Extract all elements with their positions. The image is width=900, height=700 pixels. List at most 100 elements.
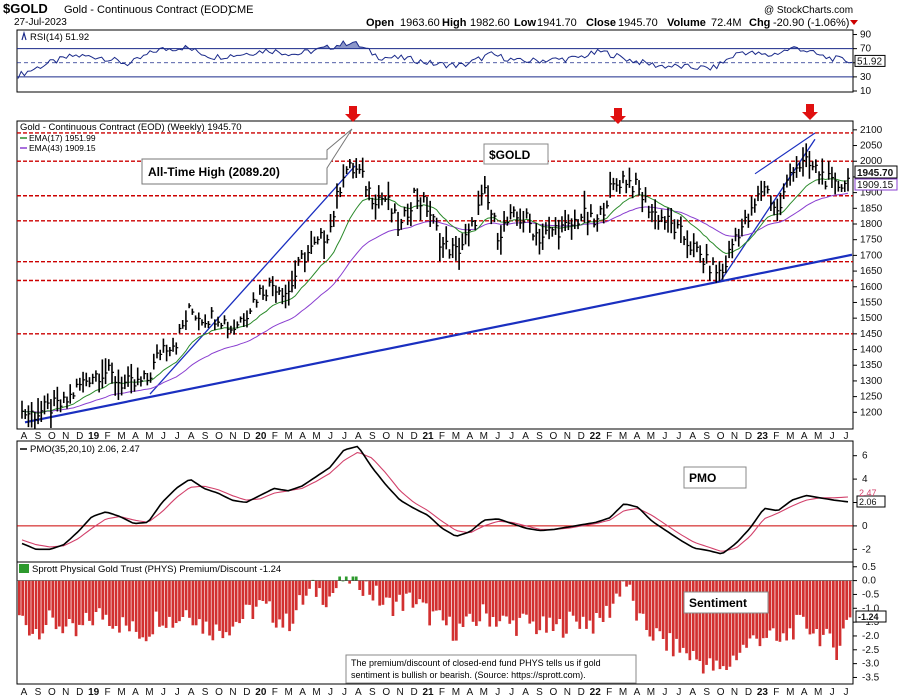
- sentiment-bar-negative: [511, 580, 515, 621]
- sentiment-bar-negative: [501, 580, 505, 616]
- sentiment-bar-negative: [458, 580, 462, 624]
- sentiment-bar-negative: [78, 580, 81, 625]
- x-tick-label: O: [215, 431, 223, 442]
- sentiment-bar-negative: [101, 580, 105, 620]
- sentiment-bar-negative: [44, 580, 48, 625]
- sentiment-bar-negative: [144, 580, 148, 642]
- x-tick-label: A: [355, 687, 362, 698]
- sentiment-bar-negative: [174, 580, 178, 623]
- sentiment-bar-negative: [348, 580, 351, 584]
- sentiment-bar-negative: [368, 580, 371, 595]
- sentiment-bar-negative: [111, 580, 115, 629]
- sentiment-bar-negative: [58, 580, 61, 627]
- x-tick-label: J: [676, 687, 681, 698]
- sentiment-bar-negative: [555, 580, 558, 625]
- sentiment-bar-negative: [418, 580, 421, 600]
- sentiment-bar-negative: [231, 580, 235, 627]
- x-tick-label: D: [243, 687, 250, 698]
- sentiment-bar-negative: [401, 580, 405, 611]
- sentiment-bar-negative: [248, 580, 251, 605]
- x-tick-label: A: [466, 431, 473, 442]
- sentiment-bar-negative: [822, 580, 825, 635]
- sentiment-bar-negative: [258, 580, 261, 601]
- sentiment-bar-negative: [615, 580, 618, 594]
- sentiment-bar-negative: [441, 580, 445, 621]
- sentiment-bar-positive: [311, 579, 315, 581]
- sentiment-bar-negative: [845, 580, 848, 620]
- x-tick-label: J: [676, 431, 681, 442]
- sentiment-bar-negative: [455, 580, 458, 641]
- x-tick-label: N: [62, 687, 69, 698]
- x-tick-label: O: [717, 687, 725, 698]
- all-time-high-callout: [141, 128, 353, 185]
- x-tick-label: J: [662, 431, 667, 442]
- sentiment-bar-negative: [671, 580, 675, 657]
- high-label: High: [442, 17, 467, 29]
- x-tick-label: J: [495, 687, 500, 698]
- sentiment-bar-negative: [598, 580, 602, 618]
- sentiment-bar-negative: [298, 580, 301, 596]
- sentiment-bar-negative: [561, 580, 565, 638]
- sentiment-bar-negative: [448, 580, 451, 617]
- x-tick-label: S: [703, 431, 710, 442]
- pmo-title: PMO(35,20,10) 2.06, 2.47: [30, 444, 140, 455]
- x-tick-label: J: [495, 431, 500, 442]
- sentiment-bar-negative: [645, 580, 648, 630]
- x-tick-label: S: [369, 431, 376, 442]
- rally-trendline: [149, 165, 356, 395]
- sentiment-bar-negative: [228, 580, 231, 636]
- sentiment-bar-negative: [64, 580, 68, 627]
- sentiment-bar-negative: [131, 580, 135, 622]
- sentiment-bar-negative: [71, 580, 75, 624]
- sentiment-bar-negative: [808, 580, 812, 635]
- pmo-y-tick-label: 6: [862, 451, 868, 462]
- sentiment-bar-negative: [38, 580, 41, 640]
- sentiment-bar-negative: [781, 580, 785, 634]
- sentiment-bar-negative: [678, 580, 682, 653]
- sentiment-bar-negative: [575, 580, 578, 622]
- sentiment-bar-negative: [124, 580, 128, 626]
- sentiment-bar-negative: [705, 580, 708, 665]
- sentiment-bar-negative: [795, 580, 798, 615]
- sentiment-bar-negative: [334, 580, 338, 589]
- sentiment-y-tick-label: 0.0: [862, 576, 876, 587]
- x-tick-label: M: [117, 431, 125, 442]
- x-tick-label: A: [522, 687, 529, 698]
- sentiment-bar-negative: [842, 580, 845, 629]
- price-y-tick-label: 1250: [860, 392, 883, 403]
- sentiment-bar-negative: [728, 580, 732, 667]
- x-tick-label: O: [550, 431, 558, 442]
- peak-arrow-icon: [802, 104, 818, 120]
- sentiment-y-tick-label: -1.5: [862, 617, 880, 628]
- sentiment-bar-negative: [485, 580, 488, 614]
- chg-value: -20.90 (-1.06%): [773, 17, 849, 29]
- sentiment-bar-negative: [18, 580, 21, 616]
- x-tick-label: 22: [590, 687, 602, 698]
- x-tick-label: A: [634, 431, 641, 442]
- rsi-overbought-fill: [18, 41, 852, 49]
- sentiment-bar-negative: [715, 580, 718, 661]
- x-tick-label: O: [48, 431, 56, 442]
- price-y-tick-label: 1800: [860, 219, 883, 230]
- sentiment-bar-negative: [208, 580, 211, 636]
- pmo-y-tick-label: 0: [862, 521, 868, 532]
- x-tick-label: D: [745, 687, 752, 698]
- sentiment-bar-negative: [805, 580, 808, 629]
- rsi-y-tick-label: 30: [860, 72, 872, 83]
- sentiment-bar-negative: [832, 580, 835, 648]
- sentiment-bar-negative: [128, 580, 131, 632]
- pmo-value-tag: [856, 495, 886, 508]
- sentiment-bar-negative: [578, 580, 582, 629]
- x-tick-label: J: [662, 687, 667, 698]
- sentiment-bar-negative: [508, 580, 512, 624]
- rsi-plot: 907050301051.92: [17, 30, 886, 97]
- price-y-tick-label: 1450: [860, 329, 883, 340]
- x-tick-label: 20: [255, 431, 267, 442]
- price-plot: 2100205020001950190018501800175017001650…: [17, 125, 883, 430]
- sentiment-bar-negative: [665, 580, 668, 651]
- sentiment-bar-negative: [74, 580, 78, 637]
- x-tick-label: A: [132, 431, 139, 442]
- sentiment-bar-negative: [625, 580, 628, 587]
- sentiment-value-text: -1.24: [858, 612, 879, 622]
- x-tick-label: N: [397, 431, 404, 442]
